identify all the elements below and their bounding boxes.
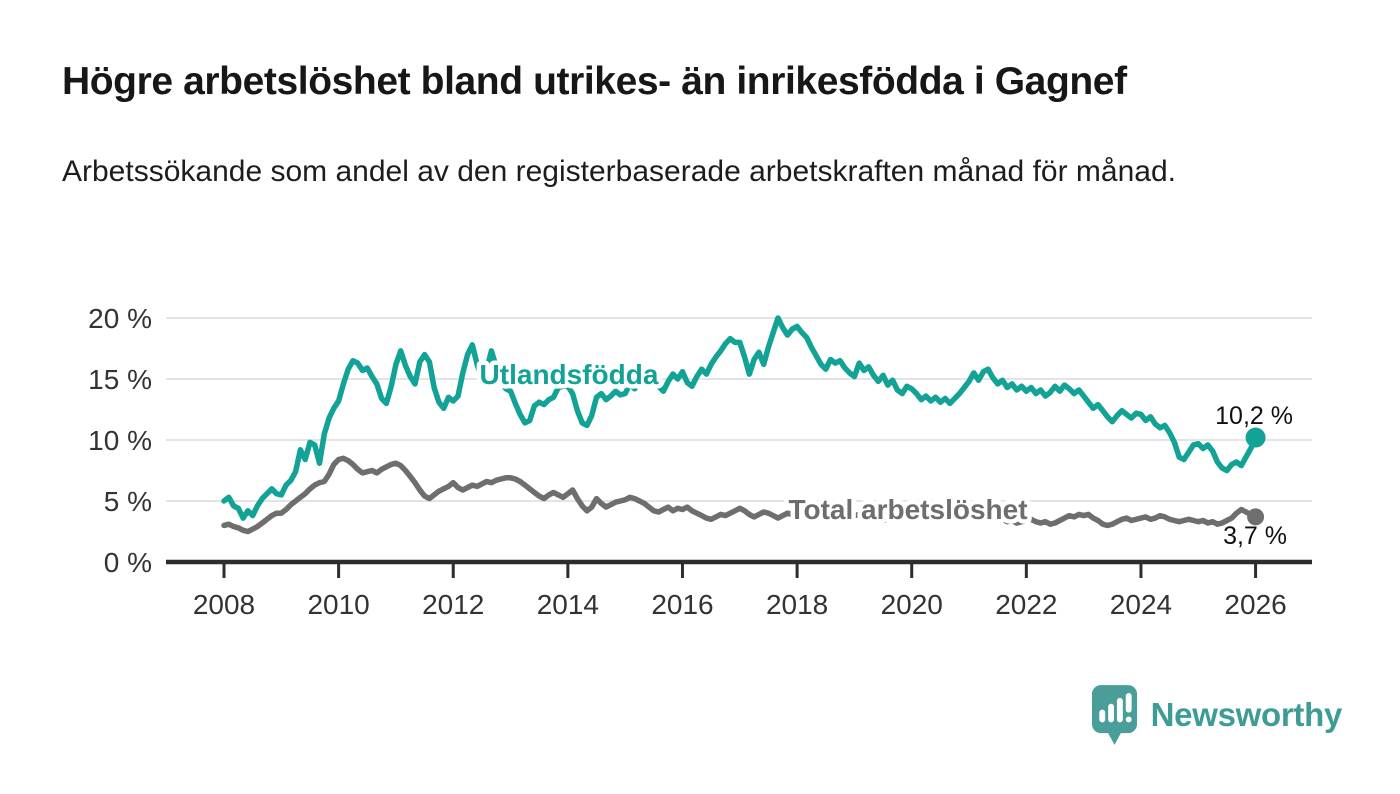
series-end-dot <box>1245 427 1266 448</box>
x-axis-label: 2012 <box>422 589 484 620</box>
page-subtitle: Arbetssökande som andel av den registerb… <box>62 155 1176 188</box>
x-axis-label: 2010 <box>307 589 369 620</box>
x-axis-label: 2026 <box>1224 589 1286 620</box>
y-axis-label: 15 % <box>88 364 152 395</box>
logo-bar-3 <box>1116 697 1123 723</box>
newsworthy-logo-icon <box>1091 685 1137 745</box>
series-end-dot <box>1247 508 1265 526</box>
y-axis-label: 5 % <box>104 486 152 517</box>
series-label: Total arbetslöshet <box>788 494 1027 525</box>
y-axis-label: 0 % <box>104 547 152 578</box>
logo-bar-2 <box>1107 703 1114 723</box>
x-axis-label: 2016 <box>651 589 713 620</box>
series-line-utlandsfodda <box>221 315 1259 521</box>
brand-name: Newsworthy <box>1150 696 1343 733</box>
series-label: Utlandsfödda <box>480 359 659 390</box>
page-title: Högre arbetslöshet bland utrikes- än inr… <box>62 60 1127 103</box>
x-axis-label: 2014 <box>537 589 599 620</box>
brand-footer: Newsworthy <box>1091 684 1342 746</box>
x-axis-label: 2008 <box>193 589 255 620</box>
x-axis-label: 2018 <box>766 589 828 620</box>
x-axis-label: 2020 <box>881 589 943 620</box>
logo-exclamation-dot <box>1125 716 1132 723</box>
logo-exclamation-bar <box>1125 692 1132 713</box>
y-axis-label: 20 % <box>88 303 152 334</box>
logo-bar-1 <box>1098 709 1105 723</box>
series-line-total <box>221 455 1259 535</box>
series-end-value: 3,7 % <box>1223 522 1287 550</box>
series-end-value: 10,2 % <box>1215 402 1293 430</box>
y-axis-label: 10 % <box>88 425 152 456</box>
x-axis-label: 2022 <box>995 589 1057 620</box>
x-axis-label: 2024 <box>1110 589 1172 620</box>
